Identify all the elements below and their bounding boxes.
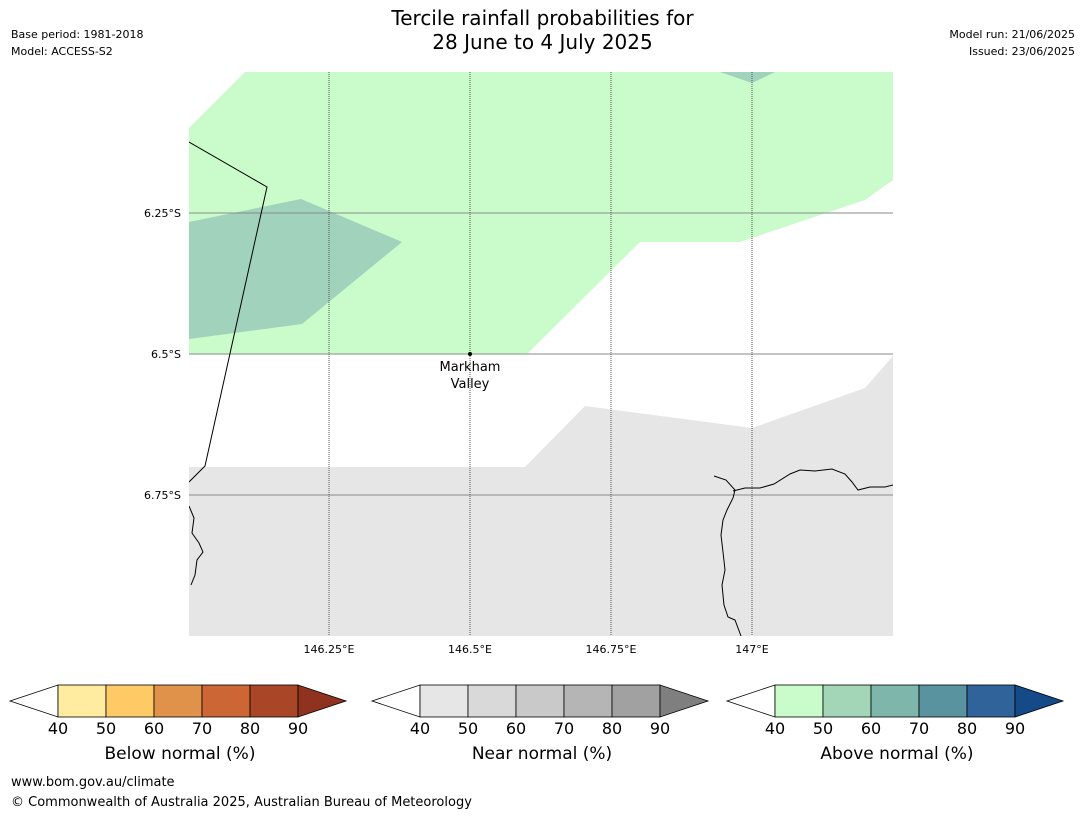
lon-label: 146.75°E [586,643,637,656]
colorbar-extend-high [1014,684,1065,718]
colorbar-segment [153,684,203,718]
colorbar-segment [870,684,920,718]
colorbar-tick-label: 80 [601,719,623,738]
colorbar-segment [201,684,251,718]
colorbar-tick-label: 40 [764,719,786,738]
place-label-line-1: Markham [440,360,501,375]
footer-copyright: © Commonwealth of Australia 2025, Austra… [11,795,472,810]
colorbar-above-normal: Above normal (%) 40 50 60 70 80 90 [725,683,1067,773]
colorbar-extend-low [8,684,59,718]
colorbar-tick-label: 70 [908,719,930,738]
place-marker [468,352,472,356]
colorbar-tick-label: 40 [47,719,69,738]
colorbar-tick-label: 70 [553,719,575,738]
title-line-1: Tercile rainfall probabilities for [391,6,694,30]
page-title: Tercile rainfall probabilities for 28 Ju… [0,6,1085,54]
coastlines [189,141,893,636]
title-line-2: 28 June to 4 July 2025 [432,30,653,54]
colorbar-tick-label: 50 [812,719,834,738]
colorbar-tick-label: 90 [649,719,671,738]
colorbar-near-normal-swatches [370,684,710,718]
colorbar-tick-label: 40 [409,719,431,738]
colorbar-above-normal-label: Above normal (%) [820,744,974,764]
colorbar-tick-label: 50 [457,719,479,738]
colorbar-tick-label: 50 [95,719,117,738]
colorbar-near-normal: Near normal (%) 40 50 60 70 80 90 [370,683,712,773]
lat-label: 6.25°S [144,207,181,220]
above-normal-50-60-region [720,72,775,83]
colorbar-segment [774,684,824,718]
footer-url[interactable]: www.bom.gov.au/climate [11,775,175,790]
colorbar-below-normal-swatches [8,684,348,718]
issued-text: Issued: 23/06/2025 [968,45,1075,58]
base-period-text: Base period: 1981-2018 [11,28,144,41]
colorbar-segment [515,684,565,718]
colorbar-segment [611,684,661,718]
colorbar-segment [419,684,469,718]
colorbar-tick-label: 70 [191,719,213,738]
colorbar-segment [822,684,872,718]
meta-left: Base period: 1981-2018 Model: ACCESS-S2 [11,26,143,60]
colorbar-segment [563,684,613,718]
meta-right: Model run: 21/06/2025 Issued: 23/06/2025 [949,26,1075,60]
near-normal-40-50-region [189,356,893,636]
lon-label: 147°E [735,643,768,656]
colorbar-tick-label: 60 [505,719,527,738]
colorbar-tick-label: 90 [1004,719,1026,738]
model-run-text: Model run: 21/06/2025 [949,28,1075,41]
gridlines [189,72,893,636]
model-text: Model: ACCESS-S2 [11,45,113,58]
colorbar-tick-label: 60 [143,719,165,738]
colorbar-below-normal: Below normal (%) 40 50 60 70 80 90 [8,683,350,773]
lon-label: 146.25°E [304,643,355,656]
colorbar-tick-label: 80 [239,719,261,738]
colorbar-near-normal-label: Near normal (%) [471,744,613,764]
colorbar-above-normal-swatches [725,684,1065,718]
colorbar-extend-low [725,684,776,718]
colorbar-segment [918,684,968,718]
lat-label: 6.75°S [144,489,181,502]
above-normal-50-60-region [189,199,402,339]
lon-label: 146.5°E [448,643,492,656]
colorbar-segment [105,684,155,718]
colorbar-tick-label: 60 [860,719,882,738]
colorbar-segment [249,684,299,718]
colorbar-segment [966,684,1016,718]
place-label-line-2: Valley [451,377,490,392]
colorbar-extend-low [370,684,421,718]
colorbar-segment [467,684,517,718]
colorbar-extend-high [297,684,348,718]
colorbar-tick-label: 90 [287,719,309,738]
colorbar-segment [57,684,107,718]
colorbar-below-normal-label: Below normal (%) [104,744,256,764]
colorbar-tick-label: 80 [956,719,978,738]
lat-label: 6.5°S [151,348,181,361]
colorbar-extend-high [659,684,710,718]
forecast-map: 6.25°S 6.5°S 6.75°S 146.25°E 146.5°E 146… [144,72,893,656]
